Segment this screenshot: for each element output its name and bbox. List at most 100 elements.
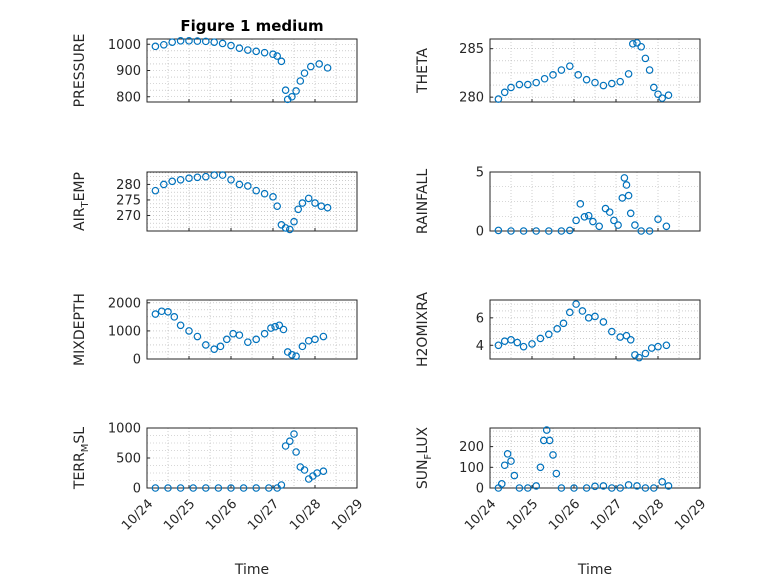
y-axis-label-main: AIR [72,207,88,231]
data-point [544,330,553,339]
data-point [218,171,227,179]
data-point [151,310,160,318]
data-point [193,173,202,182]
data-point [616,333,625,341]
data-point [269,50,277,59]
data-point [622,331,631,340]
data-point [572,300,580,308]
data-point [647,344,656,352]
data-point [281,86,290,94]
data-point [319,467,328,476]
data-point [252,186,261,195]
data-point [227,41,235,50]
data-point [319,332,328,341]
data-point [542,426,551,434]
data-point [500,461,509,470]
data-point [557,484,566,492]
data-point [185,37,193,45]
data-point [292,448,300,456]
data-point [157,307,166,316]
y-tick-label: 4 [476,339,484,354]
data-point [616,77,625,86]
data-point [515,80,524,89]
panel-terr-msl: 0 500 1000 10/24 10/25 10/26 10/27 10/28 10/29 TE… [72,422,366,534]
x-tick-label: 10/28 [630,497,667,534]
data-point [599,318,608,326]
data-point [662,222,671,231]
data-point [494,226,503,235]
x-tick-label: 10/27 [245,497,282,534]
data-point [244,182,252,190]
data-point [605,208,614,216]
data-point [628,40,637,48]
data-point [565,308,574,317]
data-point [528,340,536,348]
data-point [244,338,252,346]
data-point [210,38,219,46]
data-point [544,227,553,235]
data-point [323,64,332,72]
data-point [497,480,506,488]
data-point [607,79,616,88]
data-point [176,175,185,184]
data-point [193,332,202,341]
panel-rainfall: 0 5 RAINFALL [415,166,701,240]
data-point [624,481,633,489]
data-point [618,194,627,202]
data-point [151,42,160,51]
x-tick-label: 10/24 [119,497,156,534]
data-point [664,482,673,490]
axes-box [146,171,358,232]
data-point [244,46,252,54]
data-point [591,312,599,321]
y-tick-label: 200 [459,440,484,455]
data-point [614,221,622,229]
data-point [290,430,298,438]
data-point [591,78,599,87]
data-point [570,484,578,492]
data-point [664,91,673,100]
data-point [624,191,633,200]
y-tick-label: 900 [116,64,141,79]
data-point [300,69,309,77]
data-point [620,174,629,182]
data-point [637,42,646,51]
data-point [500,337,509,345]
data-point [292,87,300,95]
data-point [507,227,515,235]
x-tick-label: 10/25 [161,497,198,534]
data-point [170,313,179,321]
data-point [176,37,185,45]
y-axis-label: H2OMIXRA [415,292,431,367]
data-point [641,484,650,492]
data-point [264,484,273,492]
data-point [599,482,608,490]
data-point [523,80,532,89]
data-point [223,335,231,344]
data-point [536,334,545,343]
panel-sun-flux: 0 100 200 10/24 10/25 10/26 10/27 10/28 10/29 SUN… [415,426,709,534]
data-point [239,484,248,492]
y-axis-label-rest: SL [72,427,88,444]
data-point [649,83,658,92]
data-point [304,194,313,203]
data-point [662,341,671,350]
data-point [279,325,288,334]
data-point [311,199,319,207]
data-point [532,482,541,490]
data-point [500,88,509,97]
data-point [557,66,566,74]
data-point [277,481,286,489]
data-point [633,482,641,490]
x-axis-label-right: Time [577,562,612,578]
data-point [626,335,635,344]
data-point [633,39,641,47]
y-tick-label: 0 [133,353,141,368]
data-point [210,345,219,353]
data-point [176,321,185,330]
data-point [513,338,522,347]
data-point [552,469,561,478]
data-point [654,215,662,224]
data-point [202,341,210,349]
data-point [576,200,585,208]
